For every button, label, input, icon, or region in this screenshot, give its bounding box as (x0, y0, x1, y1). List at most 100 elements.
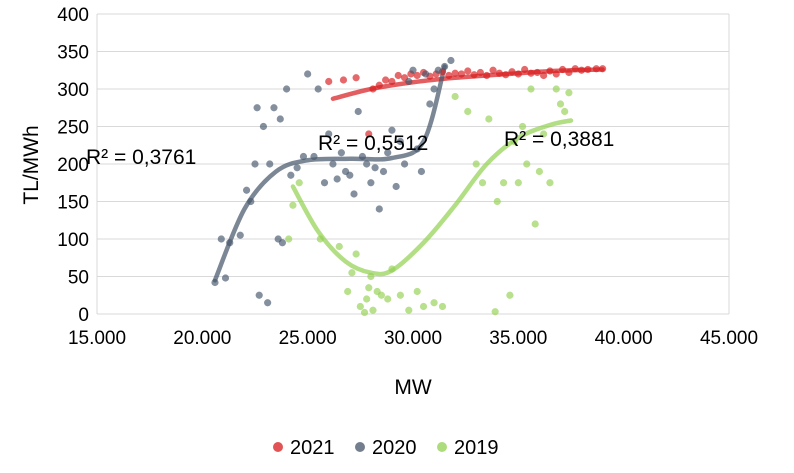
legend: 2021 2020 2019 (273, 437, 499, 459)
data-point-2020 (409, 66, 417, 74)
data-point-2021 (489, 66, 497, 74)
r-squared-label-2019-right: R² = 0,3881 (504, 128, 614, 151)
data-point-2020 (354, 107, 362, 116)
data-point-2019 (285, 235, 293, 243)
data-point-2020 (405, 77, 413, 86)
gridlines (96, 13, 730, 315)
data-point-2020 (259, 122, 268, 131)
data-point-2020 (314, 85, 322, 93)
data-point-2020 (350, 190, 358, 198)
y-tick-label: 200 (57, 155, 89, 176)
data-point-2019 (472, 160, 480, 168)
legend-marker-2019 (437, 442, 447, 452)
data-point-2021 (476, 68, 485, 77)
data-point-2021 (552, 70, 560, 78)
data-point-2020 (253, 104, 261, 112)
data-point-2020 (329, 160, 337, 168)
data-point-2021 (470, 71, 478, 79)
data-point-2021 (413, 71, 421, 80)
data-point-2020 (426, 100, 434, 108)
data-point-2019 (430, 299, 438, 307)
data-point-2020 (299, 152, 308, 161)
data-point-2020 (270, 104, 278, 112)
data-point-2019 (464, 107, 472, 116)
r-squared-label-2019: R² = 0,3761 (86, 146, 196, 169)
legend-marker-2020 (355, 442, 365, 452)
y-tick-label: 150 (57, 193, 89, 214)
trendline-2019 (290, 118, 574, 277)
data-point-2021 (375, 81, 383, 89)
data-point-2020 (264, 299, 272, 307)
data-point-2019 (419, 302, 428, 311)
data-point-2019 (540, 130, 548, 138)
data-point-2019 (552, 85, 560, 93)
data-point-2021 (339, 76, 348, 84)
x-tick-label: 35.000 (489, 328, 547, 349)
trendlines (212, 64, 605, 283)
x-axis-ticks: 15.000 20.000 25.000 30.000 35.000 40.000 45.0… (68, 328, 758, 349)
data-point-2021 (521, 65, 529, 74)
data-point-2020 (304, 70, 312, 78)
trendline-2020 (212, 64, 447, 283)
data-point-2021 (445, 71, 453, 80)
data-point-2020 (242, 186, 251, 194)
x-tick-label: 30.000 (384, 328, 442, 349)
data-point-2020 (417, 167, 426, 176)
data-point-2021 (352, 74, 360, 82)
data-point-2019 (352, 250, 360, 258)
data-point-2019 (344, 287, 352, 296)
data-point-2020 (396, 137, 404, 146)
data-point-2019 (451, 92, 459, 101)
data-point-2020 (371, 164, 379, 172)
data-point-2019 (367, 272, 375, 281)
data-point-2020 (217, 235, 225, 243)
data-point-2021 (495, 69, 503, 77)
data-point-2021 (584, 65, 592, 74)
data-point-2019 (546, 179, 554, 187)
data-point-2019 (335, 242, 343, 251)
data-point-2019 (514, 179, 522, 187)
y-tick-label: 350 (57, 43, 89, 64)
data-point-2019 (369, 306, 377, 314)
data-point-2019 (561, 107, 569, 116)
y-axis-title: TL/MWh (20, 125, 43, 204)
data-point-2020 (388, 126, 396, 134)
data-point-2020 (226, 239, 234, 247)
data-point-2020 (430, 85, 438, 93)
data-point-2019 (478, 179, 487, 187)
data-point-2019 (413, 287, 421, 296)
data-point-2020 (310, 152, 318, 161)
data-point-2021 (502, 71, 510, 79)
data-point-2020 (266, 160, 274, 168)
data-point-2020 (293, 164, 301, 172)
data-point-2020 (251, 160, 259, 168)
data-point-2021 (388, 77, 396, 86)
data-point-2021 (382, 76, 390, 84)
data-point-2021 (527, 69, 535, 77)
data-points (211, 56, 607, 317)
data-point-2021 (540, 71, 548, 80)
legend-marker-2021 (273, 442, 283, 452)
data-point-2020 (384, 149, 392, 157)
data-point-2019 (405, 306, 413, 314)
data-point-2020 (325, 130, 333, 138)
data-point-2021 (514, 70, 522, 78)
legend-label-2020: 2020 (372, 437, 417, 459)
data-point-2021 (483, 71, 491, 80)
data-point-2020 (367, 179, 375, 187)
data-point-2020 (400, 160, 409, 168)
data-point-2021 (394, 71, 402, 80)
data-point-2021 (599, 65, 607, 73)
data-point-2019 (377, 291, 385, 299)
legend-label-2019: 2019 (454, 437, 499, 459)
data-point-2019 (360, 308, 369, 317)
data-point-2019 (316, 235, 324, 243)
data-point-2020 (422, 70, 430, 78)
data-point-2019 (531, 220, 539, 228)
data-point-2020 (413, 145, 421, 153)
data-point-2020 (255, 291, 263, 299)
data-point-2020 (236, 231, 244, 239)
data-point-2020 (441, 62, 449, 71)
data-point-2019 (365, 284, 373, 292)
